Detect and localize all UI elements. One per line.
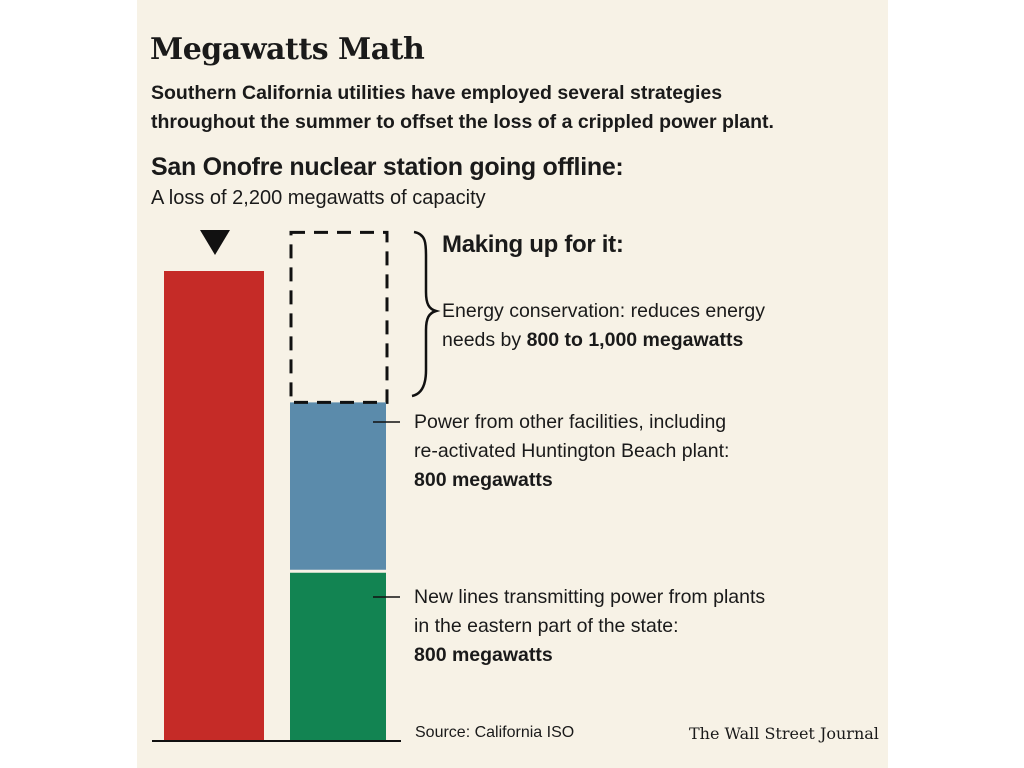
annotation-conservation: Energy conservation: reduces energy need…	[442, 297, 765, 355]
source-note: Source: California ISO	[415, 724, 575, 741]
new-lines-value: 800 megawatts	[414, 641, 765, 670]
bar-conservation-dashed	[289, 230, 389, 404]
new-lines-value-text: 800 megawatts	[414, 644, 553, 666]
loss-subheading: A loss of 2,200 megawatts of capacity	[151, 187, 486, 209]
annotation-other-facilities: Power from other facilities, including r…	[414, 408, 729, 495]
chart-title: Megawatts Math	[150, 32, 425, 67]
new-lines-line-2: in the eastern part of the state:	[414, 615, 679, 637]
other-facilities-line-1: Power from other facilities, including	[414, 411, 727, 433]
conservation-line-1: Energy conservation: reduces energy	[442, 300, 766, 322]
making-up-heading: Making up for it:	[442, 231, 624, 258]
conservation-value: 800 to 1,000 megawatts	[526, 329, 744, 351]
new-lines-line-1: New lines transmitting power from plants	[414, 586, 766, 608]
subtitle-line-1: Southern California utilities have emplo…	[151, 82, 723, 104]
conservation-prefix: needs by	[442, 329, 527, 351]
annotation-new-lines: New lines transmitting power from plants…	[414, 583, 765, 670]
bar-other-facilities	[290, 402, 386, 572]
conservation-line-2: needs by 800 to 1,000 megawatts	[442, 326, 765, 355]
chart-subtitle: Southern California utilities have emplo…	[151, 79, 774, 137]
brace-icon	[411, 230, 441, 398]
bar-loss	[164, 271, 264, 740]
other-facilities-value: 800 megawatts	[414, 466, 729, 495]
subtitle-line-2: throughout the summer to offset the loss…	[151, 111, 774, 133]
other-facilities-line-2: re-activated Huntington Beach plant:	[414, 440, 730, 462]
publisher-credit: The Wall Street Journal	[689, 724, 879, 743]
other-facilities-value-text: 800 megawatts	[414, 469, 553, 491]
loss-heading: San Onofre nuclear station going offline…	[151, 153, 624, 181]
down-triangle-icon	[200, 230, 230, 255]
bar-new-lines	[290, 571, 386, 740]
